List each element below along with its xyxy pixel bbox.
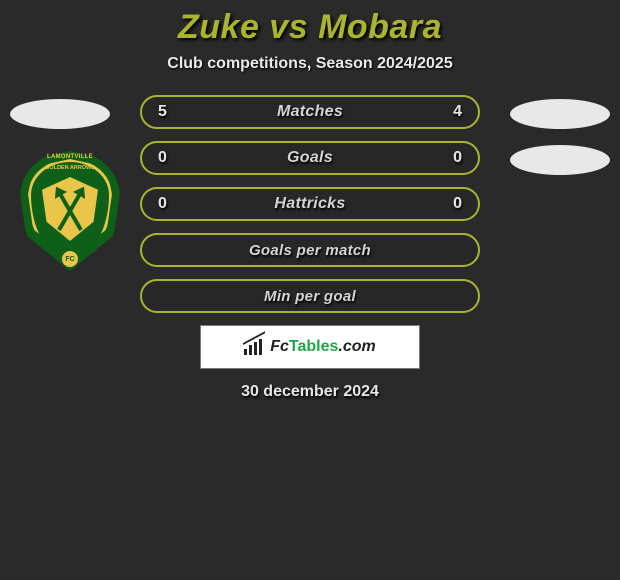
brand-prefix: Fc	[270, 338, 289, 355]
stat-label: Goals	[287, 149, 333, 167]
stat-row-hattricks: 0 Hattricks 0	[140, 187, 480, 221]
stat-row-goals: 0 Goals 0	[140, 141, 480, 175]
arrows-icon	[50, 191, 90, 231]
brand-suffix: .com	[338, 338, 375, 355]
page-subtitle: Club competitions, Season 2024/2025	[0, 55, 620, 73]
stat-label: Matches	[277, 103, 343, 121]
bar-chart-icon	[244, 339, 264, 355]
player2-avatar-placeholder	[510, 99, 610, 129]
stat-left-value: 0	[158, 195, 172, 213]
stats-list: 5 Matches 4 0 Goals 0 0 Hattricks 0 Goal…	[140, 95, 480, 313]
player1-club-badge: LAMONTVILLE GOLDEN ARROWS ABAFANA BES'TH…	[20, 151, 120, 271]
infographic-container: Zuke vs Mobara Club competitions, Season…	[0, 0, 620, 401]
stat-left-value: 5	[158, 103, 172, 121]
stat-row-matches: 5 Matches 4	[140, 95, 480, 129]
footer-date: 30 december 2024	[0, 383, 620, 401]
brand-accent: Tables	[289, 338, 339, 355]
stat-right-value: 0	[448, 195, 462, 213]
stat-label: Hattricks	[274, 195, 345, 213]
stat-row-min-per-goal: Min per goal	[140, 279, 480, 313]
brand-badge: FcTables.com	[200, 325, 420, 369]
stat-left-value: 0	[158, 149, 172, 167]
badge-fc: FC	[62, 251, 78, 267]
stat-right-value: 4	[448, 103, 462, 121]
stat-row-goals-per-match: Goals per match	[140, 233, 480, 267]
stat-label: Goals per match	[249, 242, 371, 259]
page-title: Zuke vs Mobara	[0, 8, 620, 47]
stats-area: LAMONTVILLE GOLDEN ARROWS ABAFANA BES'TH…	[0, 95, 620, 313]
stat-right-value: 0	[448, 149, 462, 167]
player2-club-placeholder	[510, 145, 610, 175]
shield-icon: LAMONTVILLE GOLDEN ARROWS ABAFANA BES'TH…	[20, 151, 120, 271]
stat-label: Min per goal	[264, 288, 356, 305]
player1-avatar-placeholder	[10, 99, 110, 129]
brand-text: FcTables.com	[270, 338, 376, 356]
